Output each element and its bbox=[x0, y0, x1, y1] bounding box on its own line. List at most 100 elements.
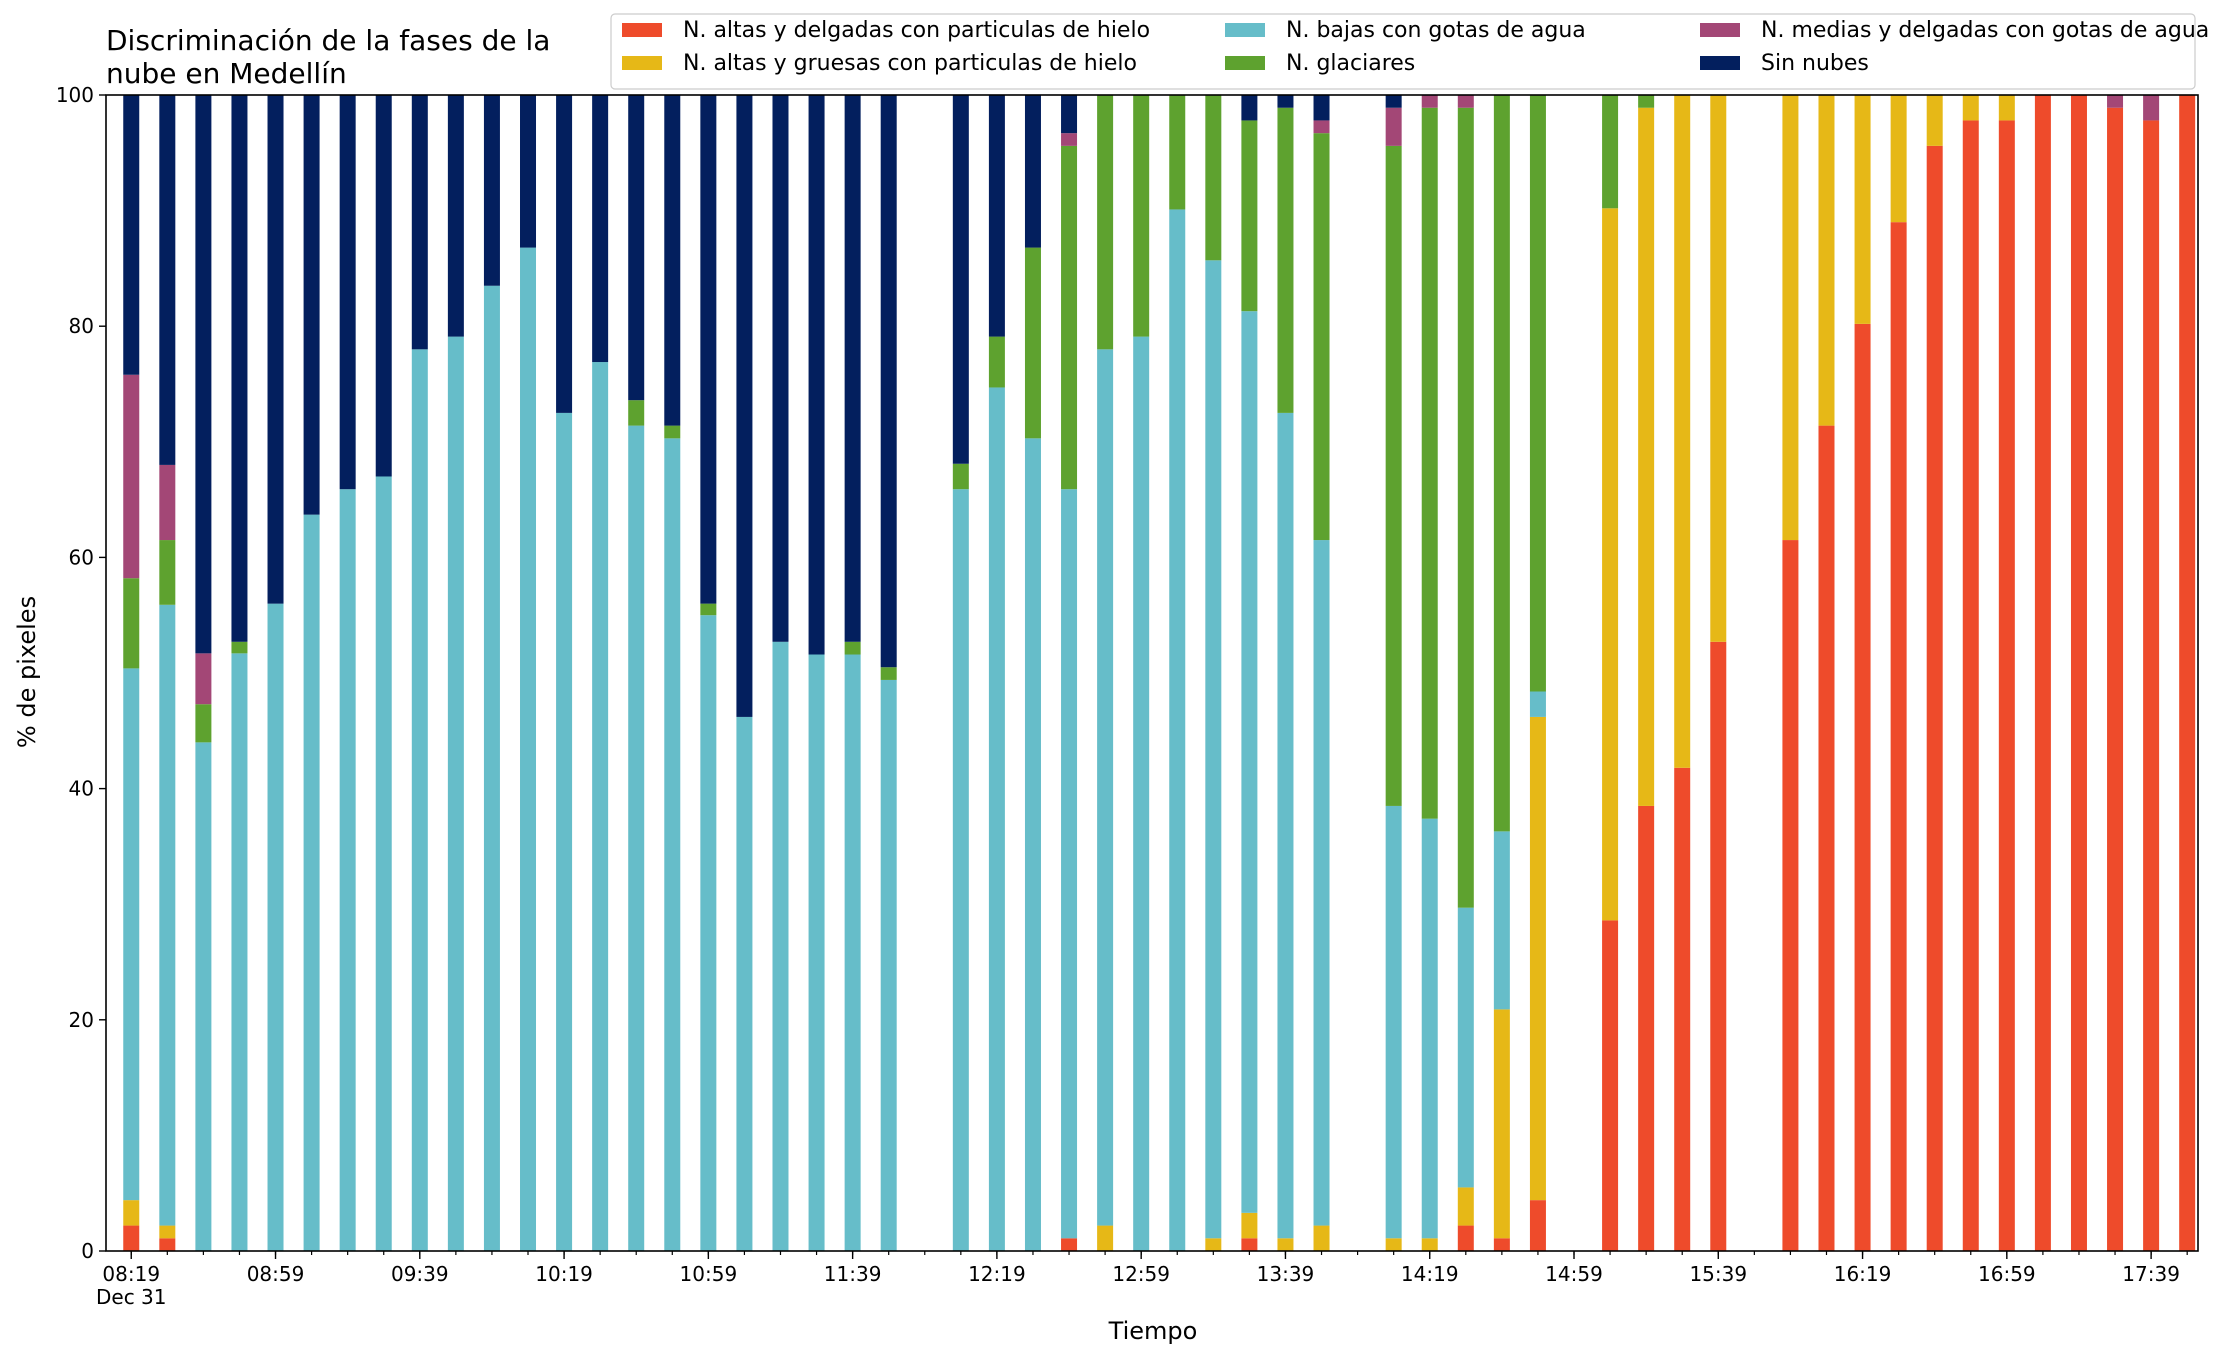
plot-area-frame bbox=[105, 94, 2199, 1252]
bar-segment bbox=[736, 716, 753, 1251]
bar-segment bbox=[808, 654, 825, 1251]
x-axis-label: Tiempo bbox=[1108, 1317, 1198, 1345]
bar-stack bbox=[1457, 95, 1474, 1251]
bar-segment bbox=[1313, 1225, 1330, 1251]
bar-segment bbox=[1061, 133, 1078, 146]
bar-segment bbox=[1313, 95, 1330, 121]
bar-segment bbox=[1457, 95, 1474, 108]
bar-segment bbox=[2070, 95, 2087, 1251]
legend-swatch bbox=[1225, 23, 1265, 37]
bar-segment bbox=[1529, 716, 1546, 1201]
bar-segment bbox=[1926, 145, 1943, 1252]
bar-stack bbox=[1133, 95, 1150, 1252]
bar-segment bbox=[556, 412, 573, 1251]
bar-stack bbox=[1818, 95, 1835, 1251]
bar-segment bbox=[159, 1225, 176, 1239]
bar-segment bbox=[483, 95, 500, 286]
x-tick-label: 14:19 bbox=[1401, 1262, 1459, 1286]
bar-segment bbox=[1097, 1225, 1114, 1251]
x-tick-label: 13:39 bbox=[1257, 1262, 1315, 1286]
bar-segment bbox=[988, 387, 1005, 1252]
bar-segment bbox=[1998, 95, 2015, 121]
bar-segment bbox=[1024, 247, 1041, 439]
bar-stack bbox=[375, 95, 392, 1252]
bar-segment bbox=[1385, 107, 1402, 146]
bar-segment bbox=[1782, 95, 1799, 541]
bar-segment bbox=[303, 514, 320, 1251]
bar-stack bbox=[772, 95, 789, 1251]
bar-segment bbox=[664, 425, 681, 439]
bar-stack bbox=[952, 95, 969, 1251]
x-tick-label: 10:19 bbox=[535, 1262, 593, 1286]
x-tick-label: 16:59 bbox=[1978, 1262, 2036, 1286]
bar-stack bbox=[1854, 95, 1871, 1251]
bar-stack bbox=[2034, 95, 2051, 1251]
bar-segment bbox=[231, 653, 248, 1251]
bar-stack bbox=[1421, 95, 1438, 1251]
bar-segment bbox=[1277, 95, 1294, 108]
bar-segment bbox=[1998, 120, 2015, 1251]
bar-segment bbox=[123, 1200, 140, 1226]
bar-segment bbox=[808, 95, 825, 655]
bar-segment bbox=[1205, 1238, 1222, 1251]
bar-stack bbox=[1277, 95, 1294, 1251]
bar-segment bbox=[1313, 120, 1330, 134]
chart-title-line-1: Discriminación de la fases de la bbox=[106, 24, 550, 57]
bar-segment bbox=[1205, 95, 1222, 261]
bar-segment bbox=[1241, 120, 1258, 312]
bar-stack bbox=[1782, 95, 1799, 1251]
bar-stack bbox=[520, 95, 537, 1252]
legend: N. altas y delgadas con particulas de hi… bbox=[610, 13, 2209, 90]
bar-segment bbox=[592, 362, 609, 1251]
bar-segment bbox=[1457, 1225, 1474, 1251]
bar-segment bbox=[1529, 691, 1546, 717]
bar-stack bbox=[2179, 95, 2196, 1251]
bar-stack bbox=[1061, 95, 1078, 1251]
bar-segment bbox=[123, 1225, 140, 1251]
bar-segment bbox=[375, 95, 392, 477]
bar-segment bbox=[1169, 209, 1186, 1252]
bar-segment bbox=[952, 463, 969, 490]
bar-segment bbox=[123, 578, 140, 669]
bar-segment bbox=[880, 667, 897, 680]
bars-layer bbox=[123, 95, 2196, 1252]
bar-stack bbox=[339, 95, 356, 1251]
bar-segment bbox=[1097, 349, 1114, 1226]
bar-segment bbox=[2143, 120, 2160, 1251]
legend-swatch bbox=[1700, 56, 1740, 70]
bar-segment bbox=[1241, 95, 1258, 121]
x-tick-label: 08:59 bbox=[247, 1262, 305, 1286]
bar-segment bbox=[375, 476, 392, 1252]
y-axis: 0 20 40 60 80 100 bbox=[56, 83, 106, 1263]
legend-item: N. glaciares bbox=[1225, 51, 1415, 76]
bar-segment bbox=[159, 540, 176, 605]
bar-segment bbox=[1277, 412, 1294, 1239]
y-tick-label: 40 bbox=[69, 777, 94, 801]
bar-segment bbox=[1061, 95, 1078, 134]
bar-segment bbox=[520, 95, 537, 248]
bar-segment bbox=[628, 95, 645, 401]
bar-segment bbox=[880, 679, 897, 1251]
bar-segment bbox=[1493, 831, 1510, 1010]
y-tick-label: 0 bbox=[81, 1239, 94, 1263]
bar-segment bbox=[664, 438, 681, 1252]
x-tick-label: 08:19 bbox=[102, 1262, 160, 1286]
bar-segment bbox=[195, 653, 212, 705]
bar-segment bbox=[159, 95, 176, 465]
bar-stack bbox=[1169, 95, 1186, 1252]
bar-stack bbox=[1602, 95, 1619, 1251]
bar-segment bbox=[483, 285, 500, 1251]
bar-segment bbox=[411, 349, 428, 1251]
bar-segment bbox=[1854, 95, 1871, 324]
bar-segment bbox=[772, 641, 789, 1251]
bar-stack bbox=[1529, 95, 1546, 1251]
x-tick-label: 10:59 bbox=[680, 1262, 738, 1286]
x-tick-label: 12:19 bbox=[968, 1262, 1026, 1286]
legend-label: N. altas y gruesas con particulas de hie… bbox=[683, 51, 1137, 76]
bar-stack bbox=[2143, 95, 2160, 1251]
bar-segment bbox=[1890, 95, 1907, 223]
bar-segment bbox=[952, 95, 969, 464]
bar-stack bbox=[628, 95, 645, 1251]
